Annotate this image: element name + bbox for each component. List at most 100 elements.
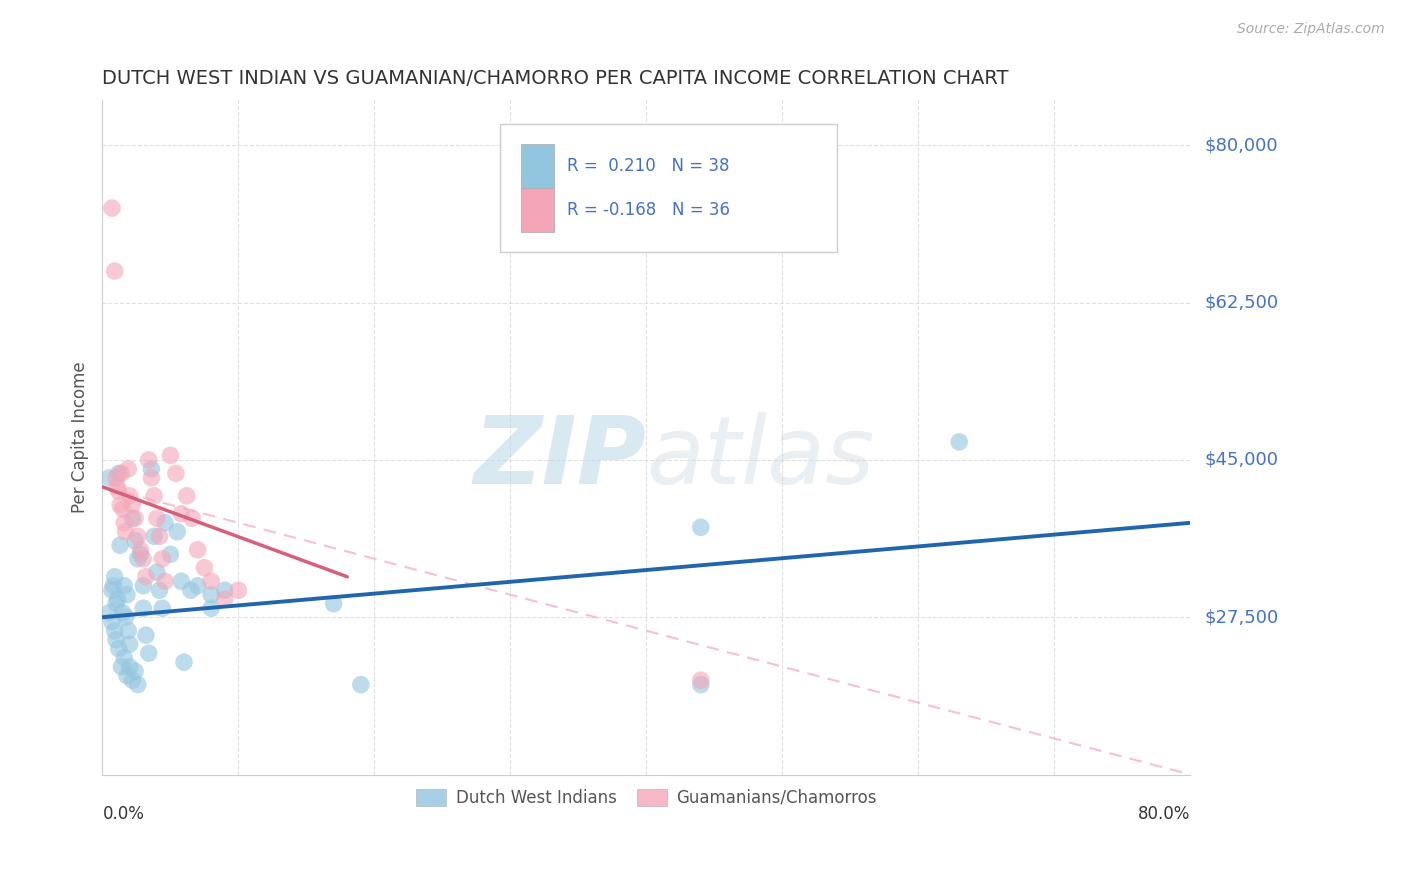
Point <box>166 524 188 539</box>
Point <box>689 673 711 688</box>
Point <box>112 579 135 593</box>
Point <box>98 606 121 620</box>
Point <box>143 489 166 503</box>
Point <box>118 489 141 503</box>
Y-axis label: Per Capita Income: Per Capita Income <box>72 361 89 513</box>
Text: $45,000: $45,000 <box>1205 450 1278 469</box>
Point <box>173 655 195 669</box>
Point <box>129 547 152 561</box>
Point <box>228 583 250 598</box>
FancyBboxPatch shape <box>499 124 837 252</box>
Point <box>129 542 152 557</box>
Point <box>107 467 129 481</box>
Point <box>200 574 222 589</box>
Point <box>948 434 970 449</box>
Point <box>135 628 157 642</box>
Point <box>141 471 163 485</box>
Text: $62,500: $62,500 <box>1205 293 1278 311</box>
Point <box>107 641 129 656</box>
Point <box>124 511 146 525</box>
Point <box>180 583 202 598</box>
Point <box>112 650 135 665</box>
Point <box>150 601 173 615</box>
Point <box>103 579 125 593</box>
Point <box>124 533 146 548</box>
Point <box>143 529 166 543</box>
Point <box>105 632 128 647</box>
Point <box>114 524 136 539</box>
Point <box>112 516 135 530</box>
Point <box>132 579 155 593</box>
Point <box>117 624 139 638</box>
Point <box>98 471 121 485</box>
Point <box>200 588 222 602</box>
Point <box>214 592 236 607</box>
Point <box>105 471 128 485</box>
Text: 80.0%: 80.0% <box>1137 805 1191 823</box>
Point <box>193 561 215 575</box>
Point <box>111 502 134 516</box>
Point <box>153 574 176 589</box>
Point <box>105 480 128 494</box>
Point <box>689 678 711 692</box>
Text: R =  0.210   N = 38: R = 0.210 N = 38 <box>567 157 730 175</box>
Point <box>105 597 128 611</box>
Point <box>105 592 128 607</box>
Point <box>132 551 155 566</box>
Point <box>159 547 181 561</box>
Point <box>104 570 127 584</box>
Point <box>148 583 170 598</box>
Text: R = -0.168   N = 36: R = -0.168 N = 36 <box>567 201 730 219</box>
Point <box>104 264 127 278</box>
Text: Source: ZipAtlas.com: Source: ZipAtlas.com <box>1237 22 1385 37</box>
Point <box>110 659 132 673</box>
Point <box>350 678 373 692</box>
Point <box>124 664 146 678</box>
Point <box>118 659 141 673</box>
Bar <box>522 188 554 232</box>
Text: $80,000: $80,000 <box>1205 136 1278 154</box>
Point <box>115 668 138 682</box>
Point <box>107 484 129 499</box>
Text: atlas: atlas <box>647 412 875 503</box>
Point <box>132 601 155 615</box>
Point <box>170 507 193 521</box>
Point <box>108 498 131 512</box>
Legend: Dutch West Indians, Guamanians/Chamorros: Dutch West Indians, Guamanians/Chamorros <box>409 782 884 814</box>
Text: DUTCH WEST INDIAN VS GUAMANIAN/CHAMORRO PER CAPITA INCOME CORRELATION CHART: DUTCH WEST INDIAN VS GUAMANIAN/CHAMORRO … <box>103 69 1010 87</box>
Point <box>101 201 124 215</box>
Point <box>101 583 124 598</box>
Point <box>138 646 160 660</box>
Point <box>141 462 163 476</box>
Point <box>127 529 149 543</box>
Point <box>200 601 222 615</box>
Point <box>111 606 134 620</box>
Point <box>187 542 209 557</box>
Point <box>101 615 124 629</box>
Point <box>148 529 170 543</box>
Point <box>322 597 344 611</box>
Point <box>214 583 236 598</box>
Point <box>118 637 141 651</box>
Point <box>114 610 136 624</box>
Point <box>146 566 169 580</box>
Point <box>176 489 198 503</box>
Point <box>121 673 143 688</box>
Point <box>146 511 169 525</box>
Point <box>138 453 160 467</box>
Point <box>115 588 138 602</box>
Point <box>170 574 193 589</box>
Point <box>127 551 149 566</box>
Point <box>187 579 209 593</box>
Point <box>104 624 127 638</box>
Point <box>127 678 149 692</box>
Point <box>117 462 139 476</box>
Point <box>121 511 143 525</box>
Point <box>159 448 181 462</box>
Text: 0.0%: 0.0% <box>103 805 145 823</box>
Text: ZIP: ZIP <box>474 411 647 504</box>
Text: $27,500: $27,500 <box>1205 608 1278 626</box>
Point <box>150 551 173 566</box>
Point <box>153 516 176 530</box>
Point <box>110 467 132 481</box>
